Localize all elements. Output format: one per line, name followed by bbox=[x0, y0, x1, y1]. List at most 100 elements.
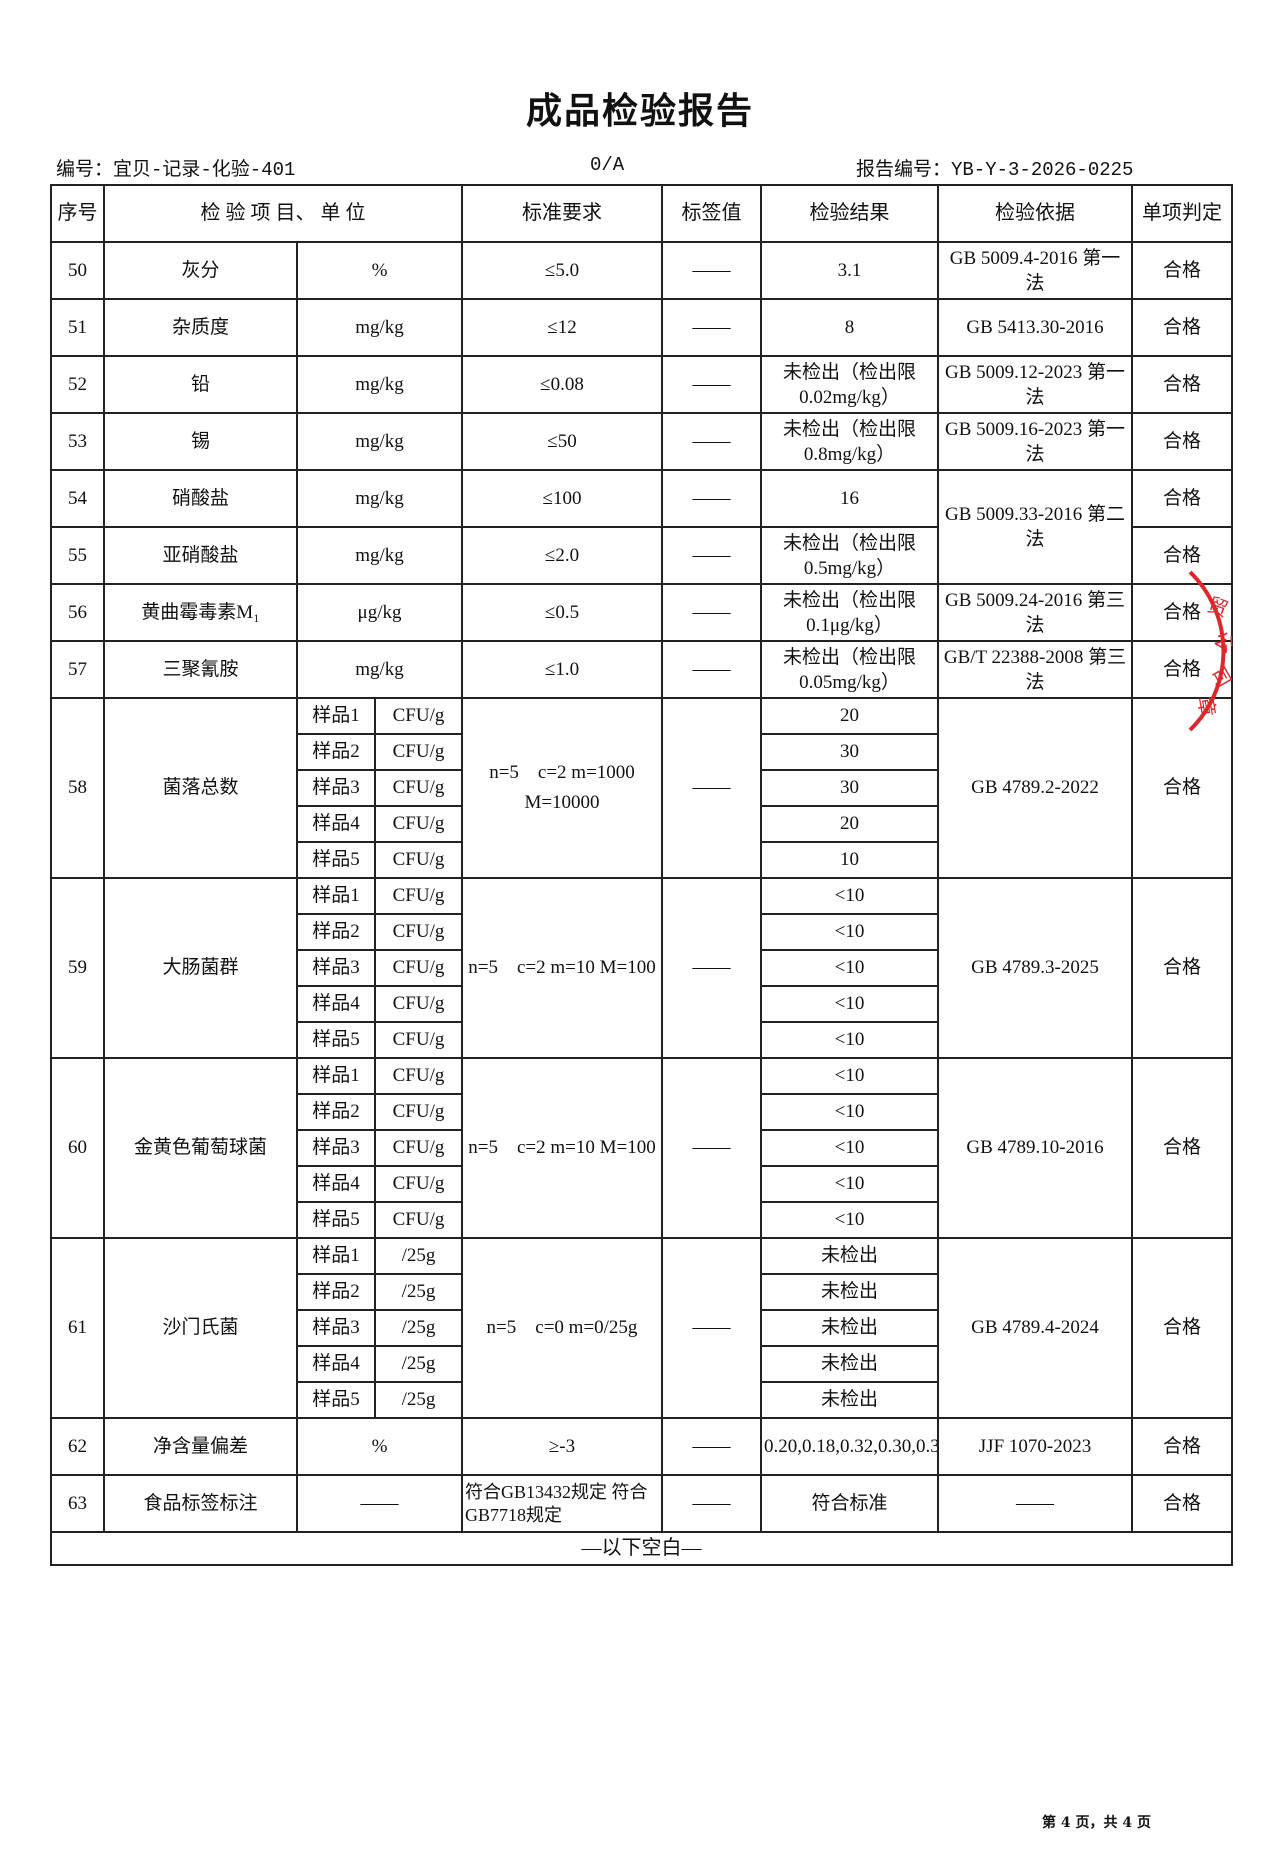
table-row: 58 菌落总数 样品1 CFU/g n=5 c=2 m=1000 M=10000 —— 20… bbox=[50, 697, 1233, 879]
item-name: 大肠菌群 bbox=[103, 877, 298, 1059]
table-row: 63 食品标签标注 —— 符合GB13432规定 符合GB7718规定 —— 符合标准 ——… bbox=[50, 1474, 1233, 1533]
page-number: 第 4 页，共 4 页 bbox=[1042, 1815, 1151, 1831]
row-number: 56 bbox=[50, 583, 105, 642]
row-number: 60 bbox=[50, 1057, 105, 1239]
sample-unit: CFU/g bbox=[374, 1201, 463, 1239]
sample-label: 样品5 bbox=[296, 1021, 376, 1059]
svg-text:司: 司 bbox=[1206, 663, 1237, 692]
table-row: 54 硝酸盐 mg/kg ≤100 —— 16 GB 5009.33-2016 第二法 合格 bbox=[50, 469, 1233, 585]
sample-result: 未检出 bbox=[760, 1345, 939, 1383]
standard-requirement: 符合GB13432规定 符合GB7718规定 bbox=[461, 1474, 663, 1533]
standard-requirement: ≤0.08 bbox=[461, 355, 663, 414]
sample-result: 未检出 bbox=[760, 1237, 939, 1275]
sample-unit: CFU/g bbox=[374, 1021, 463, 1059]
table-row: 样品5 CFU/g 10 bbox=[51, 841, 1232, 879]
table-row: 样品5 CFU/g <10 bbox=[51, 1201, 1232, 1239]
table-row: 55 亚硝酸盐 mg/kg ≤2.0 —— 未检出（检出限 0.5mg/kg） 合格 bbox=[50, 526, 1233, 585]
sample-label: 样品3 bbox=[296, 949, 376, 987]
column-header: 检验结果 bbox=[760, 184, 939, 243]
table-row: 样品2 CFU/g <10 bbox=[51, 913, 1232, 951]
table-row: 样品5 CFU/g <10 bbox=[51, 1021, 1232, 1059]
row-number: 58 bbox=[50, 697, 105, 879]
table-row: 62 净含量偏差% ≥-3 —— 0.20,0.18,0.32,0.30,0.38 JJF… bbox=[50, 1417, 1233, 1476]
sample-label: 样品5 bbox=[296, 1381, 376, 1419]
verdict: 合格 bbox=[1131, 877, 1233, 1059]
unit: mg/kg bbox=[296, 640, 463, 699]
label-value: —— bbox=[661, 526, 762, 585]
label-value: —— bbox=[661, 640, 762, 699]
test-result: 未检出（检出限 0.8mg/kg） bbox=[760, 412, 939, 471]
row-number: 61 bbox=[50, 1237, 105, 1419]
item-name: 三聚氰胺 bbox=[103, 640, 298, 699]
test-result: 16 bbox=[760, 469, 939, 528]
verdict: 合格 bbox=[1131, 697, 1233, 879]
label-value: —— bbox=[661, 877, 762, 1059]
table-row: 样品2 CFU/g <10 bbox=[51, 1093, 1232, 1131]
sample-unit: CFU/g bbox=[374, 841, 463, 879]
table-row: 52 铅 mg/kg ≤0.08 —— 未检出（检出限 0.02mg/kg） GB 5009… bbox=[50, 355, 1233, 414]
label-value: —— bbox=[661, 412, 762, 471]
unit: % bbox=[296, 1417, 463, 1476]
sample-unit: CFU/g bbox=[374, 805, 463, 843]
sample-label: 样品2 bbox=[296, 913, 376, 951]
table-row: 样品2/25g 未检出 bbox=[51, 1273, 1232, 1311]
verdict: 合格 bbox=[1131, 469, 1233, 528]
version: 0/A bbox=[590, 154, 625, 176]
label-value: —— bbox=[661, 583, 762, 642]
standard-requirement: ≤100 bbox=[461, 469, 663, 528]
item-name: 硝酸盐 bbox=[103, 469, 298, 528]
column-header: 检验依据 bbox=[937, 184, 1133, 243]
sample-result: 30 bbox=[760, 733, 939, 771]
sample-label: 样品5 bbox=[296, 1201, 376, 1239]
sample-unit: /25g bbox=[374, 1309, 463, 1347]
sample-label: 样品1 bbox=[296, 1237, 376, 1275]
sample-label: 样品4 bbox=[296, 805, 376, 843]
sample-unit: /25g bbox=[374, 1345, 463, 1383]
test-result: 未检出（检出限 0.1μg/kg） bbox=[760, 583, 939, 642]
sample-label: 样品5 bbox=[296, 841, 376, 879]
sample-result: <10 bbox=[760, 1057, 939, 1095]
sample-result: <10 bbox=[760, 985, 939, 1023]
table-row: 样品4/25g 未检出 bbox=[51, 1345, 1232, 1383]
test-result: 未检出（检出限 0.5mg/kg） bbox=[760, 526, 939, 585]
sample-label: 样品3 bbox=[296, 1309, 376, 1347]
row-number: 53 bbox=[50, 412, 105, 471]
test-basis: GB 5009.24-2016 第三法 bbox=[937, 583, 1133, 642]
item-name: 亚硝酸盐 bbox=[103, 526, 298, 585]
test-result: 3.1 bbox=[760, 241, 939, 300]
standard-requirement: n=5 c=2 m=1000 M=10000 bbox=[461, 697, 663, 879]
report-number: 报告编号：YB-Y-3-2026-0225 bbox=[856, 159, 1134, 181]
table-row: 样品4 CFU/g 20 bbox=[51, 805, 1232, 843]
unit: mg/kg bbox=[296, 298, 463, 357]
sample-label: 样品1 bbox=[296, 877, 376, 915]
table-row: 59 大肠菌群 样品1 CFU/g n=5 c=2 m=10 M=100 —— <10 GB … bbox=[50, 877, 1233, 1059]
sample-result: 30 bbox=[760, 769, 939, 807]
column-header: 序号 bbox=[50, 184, 105, 243]
table-row: 50 灰分% ≤5.0 —— 3.1 GB 5009.4-2016 第一法 合格 bbox=[50, 241, 1233, 300]
label-value: —— bbox=[661, 355, 762, 414]
standard-requirement: n=5 c=2 m=10 M=100 bbox=[461, 1057, 663, 1239]
standard-requirement: ≤0.5 bbox=[461, 583, 663, 642]
sample-unit: CFU/g bbox=[374, 877, 463, 915]
red-seal-stamp: 贸 公 司 章 bbox=[1188, 570, 1239, 732]
sample-unit: /25g bbox=[374, 1381, 463, 1419]
unit: % bbox=[296, 241, 463, 300]
verdict: 合格 bbox=[1131, 1057, 1233, 1239]
row-number: 59 bbox=[50, 877, 105, 1059]
row-number: 51 bbox=[50, 298, 105, 357]
table-row: 样品3 CFU/g <10 bbox=[51, 1129, 1232, 1167]
label-value: —— bbox=[661, 298, 762, 357]
test-basis: —— bbox=[937, 1474, 1133, 1533]
test-result: 未检出（检出限 0.05mg/kg） bbox=[760, 640, 939, 699]
verdict: 合格 bbox=[1131, 241, 1233, 300]
inspection-table: 序号检 验 项 目、 单 位标准要求 标签值 检验结果 检验依据 单项判定 50 灰分% ≤5… bbox=[50, 184, 1233, 1566]
sample-result: 未检出 bbox=[760, 1309, 939, 1347]
document-number: 编号：宜贝-记录-化验-401 bbox=[56, 159, 296, 181]
verdict: 合格 bbox=[1131, 1474, 1233, 1533]
item-name: 沙门氏菌 bbox=[103, 1237, 298, 1419]
item-name: 菌落总数 bbox=[103, 697, 298, 879]
sample-unit: CFU/g bbox=[374, 1057, 463, 1095]
test-result: 8 bbox=[760, 298, 939, 357]
sample-unit: CFU/g bbox=[374, 913, 463, 951]
sample-unit: CFU/g bbox=[374, 1129, 463, 1167]
